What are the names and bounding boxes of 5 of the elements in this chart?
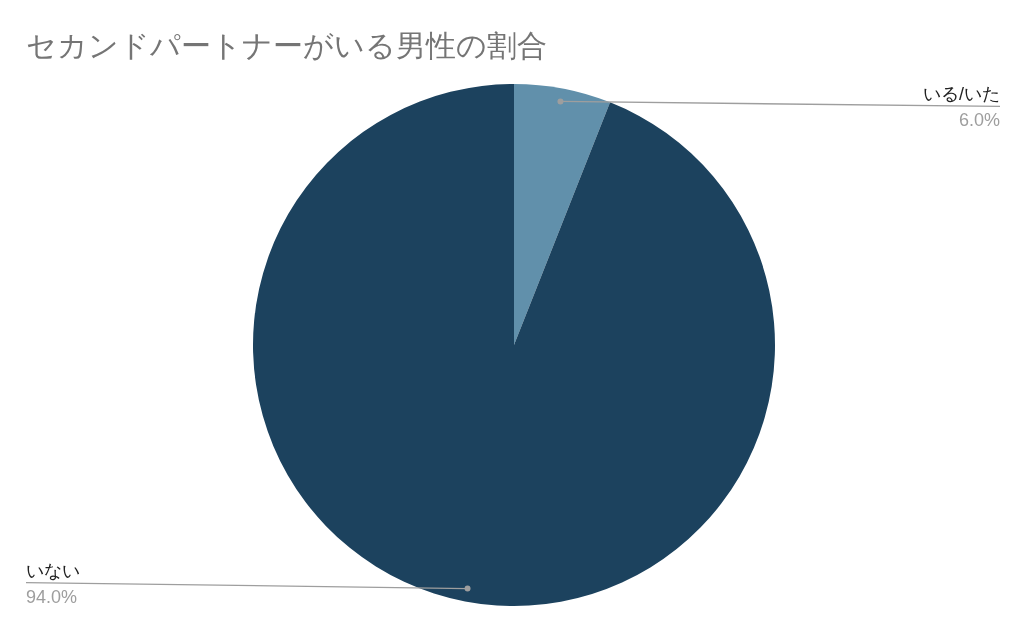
slice-label: いない	[26, 560, 80, 581]
slice-label: いる/いた	[922, 84, 1000, 105]
chart-title: セカンドパートナーがいる男性の割合	[26, 29, 547, 62]
data-label: 94.0%	[26, 586, 78, 607]
data-label: 6.0%	[958, 110, 1000, 131]
